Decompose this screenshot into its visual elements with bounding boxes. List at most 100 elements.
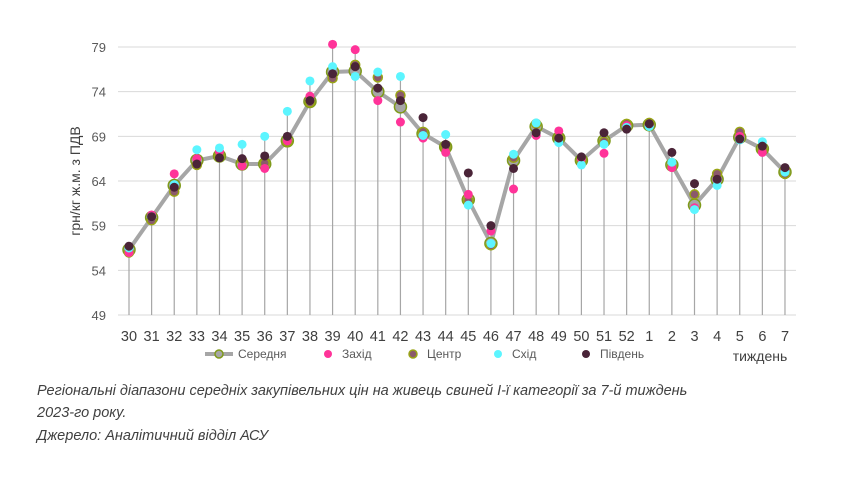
point-Схід xyxy=(463,200,473,210)
x-tick-label: 32 xyxy=(166,329,182,345)
x-tick-label: 30 xyxy=(121,329,137,345)
y-tick-label: 74 xyxy=(92,85,106,100)
point-Південь xyxy=(418,113,428,123)
point-Захід xyxy=(554,126,564,136)
point-Схід xyxy=(214,143,224,153)
point-Схід xyxy=(576,160,586,170)
point-Південь xyxy=(147,212,157,222)
point-Захід xyxy=(599,148,609,158)
point-Схід xyxy=(328,62,338,72)
x-tick-label: 43 xyxy=(415,329,431,345)
x-tick-label: 3 xyxy=(690,329,698,345)
point-Південь xyxy=(395,96,405,106)
point-Південь xyxy=(622,124,632,134)
x-tick-label: 2 xyxy=(668,329,676,345)
point-Південь xyxy=(690,179,699,189)
x-tick-label: 42 xyxy=(392,329,408,345)
price-chart: грн/кг ж.м. з ПДВ тиждень 49545964697479… xyxy=(67,39,796,364)
point-Захід xyxy=(395,117,405,127)
x-tick-label: 31 xyxy=(144,329,160,345)
point-Схід xyxy=(690,205,699,215)
point-Схід xyxy=(667,157,677,167)
x-tick-label: 49 xyxy=(551,329,567,345)
point-Південь xyxy=(260,151,270,161)
point-Південь xyxy=(169,182,179,192)
x-tick-label: 50 xyxy=(573,329,589,345)
point-Південь xyxy=(644,119,654,129)
legend-label: Захід xyxy=(342,347,372,361)
point-Південь xyxy=(576,152,586,162)
legend-label: Центр xyxy=(427,347,462,361)
point-Захід xyxy=(237,161,247,171)
point-Південь xyxy=(305,96,315,106)
point-Південь xyxy=(554,133,564,143)
legend-label: Південь xyxy=(600,347,644,361)
point-Схід xyxy=(531,118,541,128)
legend-label: Схід xyxy=(512,347,536,361)
legend-marker xyxy=(494,350,502,358)
y-tick-label: 49 xyxy=(92,308,106,323)
x-tick-label: 45 xyxy=(460,329,476,345)
x-tick-label: 40 xyxy=(347,329,363,345)
point-Схід xyxy=(237,139,247,149)
x-tick-label: 39 xyxy=(325,329,341,345)
x-tick-label: 46 xyxy=(483,329,499,345)
point-Схід xyxy=(350,71,360,81)
point-Схід xyxy=(282,106,292,116)
point-Південь xyxy=(328,69,338,79)
point-Південь xyxy=(780,163,790,173)
point-Південь xyxy=(667,147,677,157)
x-axis-label: тиждень xyxy=(733,348,788,364)
point-Південь xyxy=(350,62,360,72)
x-tick-label: 1 xyxy=(645,329,653,345)
point-Південь xyxy=(192,159,202,169)
legend-marker xyxy=(408,349,418,359)
x-tick-label: 47 xyxy=(505,329,521,345)
x-tick-label: 34 xyxy=(211,329,227,345)
point-Захід xyxy=(509,184,519,194)
point-Захід xyxy=(757,147,767,157)
point-Захід xyxy=(463,189,473,199)
point-Схід xyxy=(395,71,405,81)
legend-marker xyxy=(582,350,590,358)
x-tick-label: 48 xyxy=(528,329,544,345)
y-tick-label: 64 xyxy=(92,174,106,189)
y-tick-label: 79 xyxy=(92,40,106,55)
y-tick-label: 69 xyxy=(92,129,106,144)
x-tick-label: 44 xyxy=(438,329,454,345)
point-Південь xyxy=(282,131,292,141)
x-tick-label: 33 xyxy=(189,329,205,345)
x-tick-label: 35 xyxy=(234,329,250,345)
x-tick-label: 38 xyxy=(302,329,318,345)
caption-source: Джерело: Аналітичний відділ АСУ xyxy=(37,428,268,444)
caption-line-2: 2023-го року. xyxy=(37,405,127,421)
point-Південь xyxy=(441,139,451,149)
average-line xyxy=(127,69,787,251)
x-tick-label: 37 xyxy=(279,329,295,345)
point-Південь xyxy=(531,128,541,138)
point-Схід xyxy=(599,139,609,149)
caption-line-1: Регіональні діапазони середніх закупівел… xyxy=(37,383,688,399)
point-Центр xyxy=(689,189,700,200)
point-Схід xyxy=(486,239,496,249)
point-Схід xyxy=(192,145,202,155)
point-Південь xyxy=(486,221,496,231)
point-Південь xyxy=(757,141,767,151)
legend-marker xyxy=(214,349,224,359)
point-Захід xyxy=(373,96,383,106)
point-Схід xyxy=(305,76,315,86)
x-tick-label: 41 xyxy=(370,329,386,345)
x-tick-label: 52 xyxy=(619,329,635,345)
point-Південь xyxy=(373,83,383,93)
legend-marker xyxy=(324,350,332,358)
x-tick-label: 36 xyxy=(257,329,273,345)
point-Південь xyxy=(463,168,473,178)
point-Захід xyxy=(441,147,451,157)
point-Схід xyxy=(260,131,270,141)
point-Південь xyxy=(214,153,224,163)
y-tick-label: 59 xyxy=(92,219,106,234)
point-Південь xyxy=(599,128,609,138)
point-Схід xyxy=(418,130,428,140)
x-tick-label: 4 xyxy=(713,329,721,345)
x-tick-label: 6 xyxy=(758,329,766,345)
